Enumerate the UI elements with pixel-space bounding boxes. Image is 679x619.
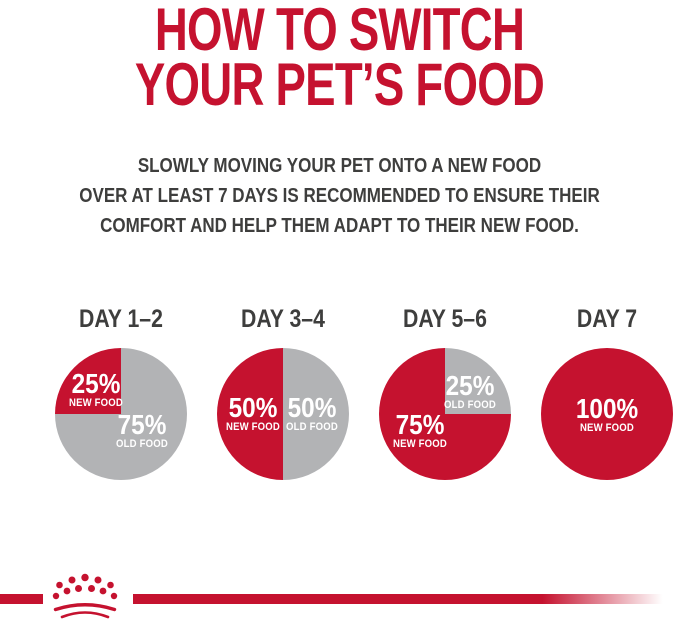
old-food-caption: OLD FOOD xyxy=(444,398,497,411)
intro-line-3: COMFORT AND HELP THEM ADAPT TO THEIR NEW… xyxy=(100,215,579,237)
new-food-caption: NEW FOOD xyxy=(225,421,280,433)
pie-chart-day-5-6: 75% NEW FOOD 25% OLD FOOD xyxy=(379,348,511,480)
old-food-slice-label: 50% OLD FOOD xyxy=(286,394,338,434)
royal-canin-crown-icon xyxy=(52,573,118,619)
pie-chart-row: DAY 1–2 25% NEW FOOD 75% OLD FOOD DAY 3–… xyxy=(55,304,673,480)
new-food-percent: 100% xyxy=(575,393,639,425)
old-food-caption: OLD FOOD xyxy=(116,438,169,451)
pie-chart-day-7: 100% NEW FOOD xyxy=(541,348,673,480)
page-title-line-1: HOW TO SWITCH xyxy=(154,0,525,63)
intro-line-2: OVER AT LEAST 7 DAYS IS RECOMMENDED TO E… xyxy=(79,185,600,207)
pie-column-day-3-4: DAY 3–4 50% NEW FOOD 50% OLD FOOD xyxy=(217,304,349,480)
day-5-6-label: DAY 5–6 xyxy=(403,305,487,333)
old-food-slice-label: 75% OLD FOOD xyxy=(116,411,168,451)
pie-chart-day-1-2: 25% NEW FOOD 75% OLD FOOD xyxy=(55,348,187,480)
footer-bar-right xyxy=(133,594,679,604)
day-3-4-label: DAY 3–4 xyxy=(241,305,325,333)
new-food-slice-label: 25% NEW FOOD xyxy=(69,370,123,410)
day-1-2-label: DAY 1–2 xyxy=(79,305,163,333)
new-food-slice-label: 75% NEW FOOD xyxy=(393,411,447,451)
pie-chart-day-3-4: 50% NEW FOOD 50% OLD FOOD xyxy=(217,348,349,480)
new-food-caption: NEW FOOD xyxy=(392,438,447,451)
old-food-caption: OLD FOOD xyxy=(286,421,338,433)
old-food-percent: 75% xyxy=(117,409,167,441)
pie-column-day-5-6: DAY 5–6 75% NEW FOOD 25% OLD FOOD xyxy=(379,304,511,480)
intro-line-1: SLOWLY MOVING YOUR PET ONTO A NEW FOOD xyxy=(137,155,542,177)
old-food-percent: 50% xyxy=(287,392,337,423)
page-title: HOW TO SWITCH YOUR PET’S FOOD xyxy=(0,0,679,118)
day-7-label: DAY 7 xyxy=(576,305,638,333)
new-food-percent: 75% xyxy=(395,409,445,441)
old-food-percent: 25% xyxy=(445,369,495,401)
new-food-slice-label: 50% NEW FOOD xyxy=(226,394,280,434)
new-food-percent: 25% xyxy=(71,368,121,400)
footer-bar-left xyxy=(0,594,43,604)
new-food-percent: 50% xyxy=(228,392,278,423)
pie-column-day-7: DAY 7 100% NEW FOOD xyxy=(541,304,673,480)
new-food-caption: NEW FOOD xyxy=(579,422,635,435)
intro-paragraph: SLOWLY MOVING YOUR PET ONTO A NEW FOOD O… xyxy=(0,151,679,241)
page-title-line-2: YOUR PET’S FOOD xyxy=(134,51,545,118)
new-food-slice-label: 100% NEW FOOD xyxy=(576,395,638,435)
old-food-slice-label: 25% OLD FOOD xyxy=(444,369,497,412)
new-food-caption: NEW FOOD xyxy=(68,397,123,410)
pie-column-day-1-2: DAY 1–2 25% NEW FOOD 75% OLD FOOD xyxy=(55,304,187,480)
